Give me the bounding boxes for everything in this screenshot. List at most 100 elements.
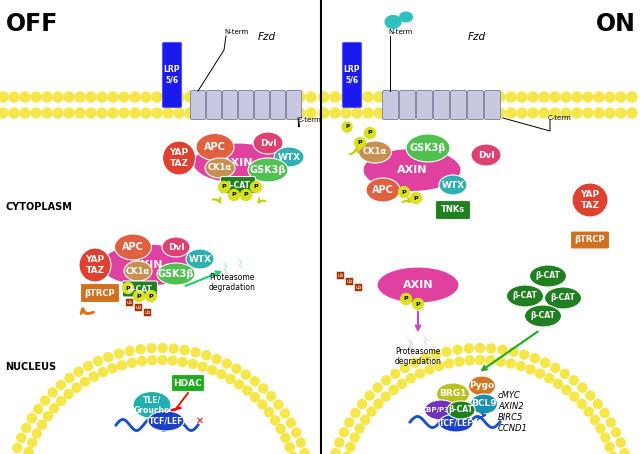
Text: AXIN: AXIN	[133, 260, 163, 270]
Circle shape	[147, 344, 156, 353]
Circle shape	[94, 357, 103, 366]
Circle shape	[553, 379, 562, 388]
Circle shape	[28, 438, 37, 447]
Ellipse shape	[424, 400, 458, 420]
Ellipse shape	[114, 234, 152, 260]
FancyBboxPatch shape	[485, 90, 501, 119]
Circle shape	[605, 92, 615, 102]
Circle shape	[363, 108, 373, 118]
Text: CBP/P300: CBP/P300	[422, 407, 460, 413]
Ellipse shape	[162, 141, 196, 175]
Circle shape	[451, 108, 461, 118]
Circle shape	[152, 108, 162, 118]
Circle shape	[226, 375, 235, 384]
Ellipse shape	[439, 414, 473, 432]
Circle shape	[222, 359, 231, 368]
Circle shape	[429, 92, 439, 102]
Circle shape	[262, 92, 272, 102]
Circle shape	[97, 92, 107, 102]
FancyBboxPatch shape	[336, 271, 345, 280]
Circle shape	[174, 108, 184, 118]
Circle shape	[445, 359, 454, 368]
Ellipse shape	[186, 249, 214, 269]
Ellipse shape	[406, 134, 450, 162]
Circle shape	[9, 92, 19, 102]
Bar	[321, 97, 642, 113]
Circle shape	[541, 358, 550, 367]
Circle shape	[418, 108, 428, 118]
Circle shape	[97, 108, 107, 118]
Circle shape	[545, 374, 554, 383]
FancyBboxPatch shape	[135, 304, 143, 311]
Circle shape	[130, 108, 140, 118]
Text: ub: ub	[347, 279, 352, 284]
Text: TCF/LEF: TCF/LEF	[149, 416, 183, 425]
Circle shape	[75, 92, 85, 102]
Ellipse shape	[439, 175, 467, 195]
Circle shape	[535, 369, 544, 378]
FancyBboxPatch shape	[342, 43, 361, 108]
Circle shape	[572, 108, 582, 118]
Circle shape	[465, 356, 474, 365]
Text: cMYC: cMYC	[498, 391, 521, 400]
Ellipse shape	[162, 237, 190, 257]
Circle shape	[229, 189, 239, 201]
Text: βTRCP: βTRCP	[575, 236, 605, 245]
Polygon shape	[421, 332, 430, 350]
Text: LRP
5/6: LRP 5/6	[164, 65, 180, 85]
Circle shape	[163, 108, 173, 118]
Circle shape	[341, 92, 351, 102]
Circle shape	[455, 357, 464, 366]
Circle shape	[601, 433, 610, 442]
Text: AXIN: AXIN	[397, 165, 427, 175]
Circle shape	[319, 92, 329, 102]
Circle shape	[74, 367, 83, 376]
Circle shape	[42, 108, 52, 118]
Circle shape	[473, 108, 483, 118]
Circle shape	[429, 108, 439, 118]
Circle shape	[296, 438, 305, 447]
Circle shape	[401, 293, 412, 305]
Circle shape	[528, 92, 538, 102]
Ellipse shape	[437, 383, 469, 405]
Circle shape	[506, 92, 516, 102]
Circle shape	[119, 92, 129, 102]
Ellipse shape	[572, 183, 608, 217]
Circle shape	[241, 370, 250, 379]
Circle shape	[616, 108, 626, 118]
Circle shape	[274, 400, 283, 409]
Circle shape	[509, 347, 518, 356]
Circle shape	[396, 108, 406, 118]
Circle shape	[345, 418, 354, 427]
Circle shape	[365, 391, 374, 400]
Text: GSK3β: GSK3β	[410, 143, 446, 153]
Text: Dvl: Dvl	[478, 150, 494, 159]
FancyBboxPatch shape	[144, 309, 152, 316]
FancyBboxPatch shape	[571, 231, 609, 249]
FancyBboxPatch shape	[191, 90, 205, 119]
Circle shape	[148, 356, 157, 365]
Circle shape	[435, 361, 444, 370]
Circle shape	[207, 108, 217, 118]
Ellipse shape	[385, 15, 401, 29]
Circle shape	[462, 108, 472, 118]
Ellipse shape	[525, 305, 562, 327]
Text: P: P	[358, 140, 362, 145]
Circle shape	[48, 388, 57, 397]
Circle shape	[355, 424, 364, 433]
Circle shape	[462, 92, 472, 102]
Polygon shape	[335, 348, 625, 454]
Text: APC: APC	[122, 242, 144, 252]
Circle shape	[141, 92, 151, 102]
Circle shape	[487, 344, 496, 353]
Circle shape	[596, 424, 605, 433]
Circle shape	[495, 92, 505, 102]
Circle shape	[250, 182, 261, 192]
Polygon shape	[17, 348, 304, 454]
Circle shape	[330, 108, 340, 118]
Circle shape	[295, 108, 305, 118]
Text: P: P	[149, 293, 153, 298]
Circle shape	[0, 108, 8, 118]
Circle shape	[350, 433, 359, 442]
Ellipse shape	[193, 143, 283, 183]
